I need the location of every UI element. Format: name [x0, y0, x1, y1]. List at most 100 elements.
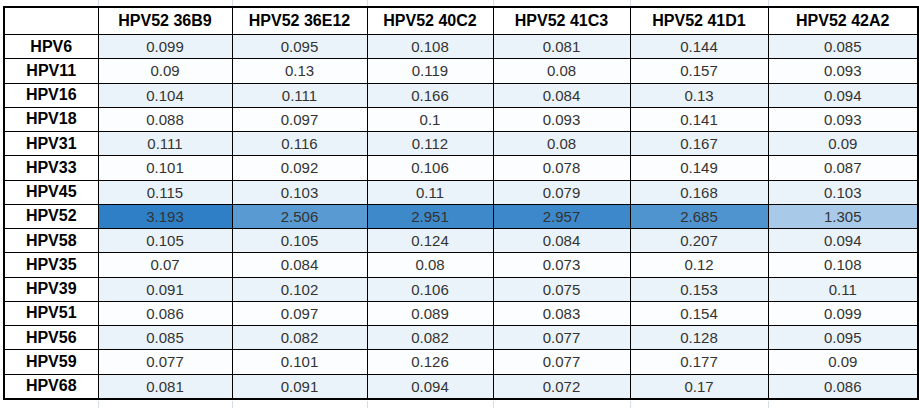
value-cell[interactable]: 0.103 [232, 180, 367, 204]
value-cell[interactable]: 0.084 [232, 253, 367, 277]
value-cell[interactable]: 0.08 [367, 253, 493, 277]
value-cell[interactable]: 0.091 [98, 277, 232, 301]
row-label[interactable]: HPV33 [4, 156, 98, 180]
value-cell[interactable]: 0.082 [367, 326, 493, 350]
value-cell[interactable]: 0.105 [98, 229, 232, 253]
value-cell[interactable]: 1.305 [768, 204, 918, 228]
value-cell[interactable]: 0.166 [367, 83, 493, 107]
value-cell[interactable]: 0.101 [232, 350, 367, 374]
value-cell[interactable]: 0.11 [367, 180, 493, 204]
value-cell[interactable]: 0.108 [367, 35, 493, 59]
column-header[interactable]: HPV52 36E12 [232, 7, 367, 35]
row-label[interactable]: HPV39 [4, 277, 98, 301]
row-label[interactable]: HPV35 [4, 253, 98, 277]
value-cell[interactable]: 0.149 [630, 156, 768, 180]
value-cell[interactable]: 0.12 [630, 253, 768, 277]
value-cell[interactable]: 0.077 [493, 350, 630, 374]
column-header[interactable]: HPV52 40C2 [367, 7, 493, 35]
value-cell[interactable]: 0.09 [768, 350, 918, 374]
value-cell[interactable]: 0.112 [367, 132, 493, 156]
value-cell[interactable]: 0.093 [768, 107, 918, 131]
value-cell[interactable]: 0.077 [493, 326, 630, 350]
value-cell[interactable]: 0.157 [630, 59, 768, 83]
column-header[interactable]: HPV52 42A2 [768, 7, 918, 35]
value-cell[interactable]: 0.084 [493, 229, 630, 253]
value-cell[interactable]: 0.111 [98, 132, 232, 156]
value-cell[interactable]: 0.092 [232, 156, 367, 180]
value-cell[interactable]: 0.072 [493, 374, 630, 399]
value-cell[interactable]: 0.081 [98, 374, 232, 399]
value-cell[interactable]: 0.102 [232, 277, 367, 301]
value-cell[interactable]: 0.078 [493, 156, 630, 180]
value-cell[interactable]: 0.124 [367, 229, 493, 253]
value-cell[interactable]: 0.141 [630, 107, 768, 131]
row-label[interactable]: HPV59 [4, 350, 98, 374]
column-header[interactable]: HPV52 41C3 [493, 7, 630, 35]
value-cell[interactable]: 0.083 [493, 301, 630, 325]
value-cell[interactable]: 3.193 [98, 204, 232, 228]
value-cell[interactable]: 2.951 [367, 204, 493, 228]
row-label[interactable]: HPV11 [4, 59, 98, 83]
value-cell[interactable]: 0.153 [630, 277, 768, 301]
value-cell[interactable]: 0.119 [367, 59, 493, 83]
value-cell[interactable]: 0.116 [232, 132, 367, 156]
value-cell[interactable]: 0.084 [493, 83, 630, 107]
value-cell[interactable]: 0.13 [630, 83, 768, 107]
value-cell[interactable]: 0.095 [768, 326, 918, 350]
value-cell[interactable]: 0.106 [367, 277, 493, 301]
column-header[interactable]: HPV52 41D1 [630, 7, 768, 35]
row-label[interactable]: HPV56 [4, 326, 98, 350]
value-cell[interactable]: 0.094 [768, 83, 918, 107]
value-cell[interactable]: 0.207 [630, 229, 768, 253]
value-cell[interactable]: 0.091 [232, 374, 367, 399]
value-cell[interactable]: 0.097 [232, 107, 367, 131]
value-cell[interactable]: 0.1 [367, 107, 493, 131]
value-cell[interactable]: 0.13 [232, 59, 367, 83]
value-cell[interactable]: 0.075 [493, 277, 630, 301]
value-cell[interactable]: 2.506 [232, 204, 367, 228]
row-label[interactable]: HPV68 [4, 374, 98, 399]
row-label[interactable]: HPV6 [4, 35, 98, 59]
value-cell[interactable]: 0.099 [768, 301, 918, 325]
value-cell[interactable]: 0.104 [98, 83, 232, 107]
value-cell[interactable]: 0.105 [232, 229, 367, 253]
value-cell[interactable]: 0.087 [768, 156, 918, 180]
corner-cell[interactable] [4, 7, 98, 35]
value-cell[interactable]: 0.144 [630, 35, 768, 59]
row-label[interactable]: HPV31 [4, 132, 98, 156]
value-cell[interactable]: 0.086 [98, 301, 232, 325]
row-label[interactable]: HPV58 [4, 229, 98, 253]
value-cell[interactable]: 0.106 [367, 156, 493, 180]
value-cell[interactable]: 0.094 [367, 374, 493, 399]
value-cell[interactable]: 0.085 [98, 326, 232, 350]
value-cell[interactable]: 0.094 [768, 229, 918, 253]
value-cell[interactable]: 0.082 [232, 326, 367, 350]
value-cell[interactable]: 0.079 [493, 180, 630, 204]
value-cell[interactable]: 0.077 [98, 350, 232, 374]
value-cell[interactable]: 0.11 [768, 277, 918, 301]
value-cell[interactable]: 0.126 [367, 350, 493, 374]
value-cell[interactable]: 0.085 [768, 35, 918, 59]
value-cell[interactable]: 0.115 [98, 180, 232, 204]
value-cell[interactable]: 0.07 [98, 253, 232, 277]
value-cell[interactable]: 0.128 [630, 326, 768, 350]
value-cell[interactable]: 0.154 [630, 301, 768, 325]
row-label[interactable]: HPV51 [4, 301, 98, 325]
value-cell[interactable]: 0.095 [232, 35, 367, 59]
value-cell[interactable]: 0.088 [98, 107, 232, 131]
row-label[interactable]: HPV52 [4, 204, 98, 228]
value-cell[interactable]: 0.08 [493, 132, 630, 156]
value-cell[interactable]: 0.093 [493, 107, 630, 131]
value-cell[interactable]: 0.073 [493, 253, 630, 277]
value-cell[interactable]: 0.093 [768, 59, 918, 83]
value-cell[interactable]: 0.099 [98, 35, 232, 59]
value-cell[interactable]: 0.168 [630, 180, 768, 204]
value-cell[interactable]: 0.108 [768, 253, 918, 277]
value-cell[interactable]: 0.167 [630, 132, 768, 156]
value-cell[interactable]: 0.177 [630, 350, 768, 374]
row-label[interactable]: HPV18 [4, 107, 98, 131]
value-cell[interactable]: 0.086 [768, 374, 918, 399]
value-cell[interactable]: 0.08 [493, 59, 630, 83]
value-cell[interactable]: 0.089 [367, 301, 493, 325]
column-header[interactable]: HPV52 36B9 [98, 7, 232, 35]
